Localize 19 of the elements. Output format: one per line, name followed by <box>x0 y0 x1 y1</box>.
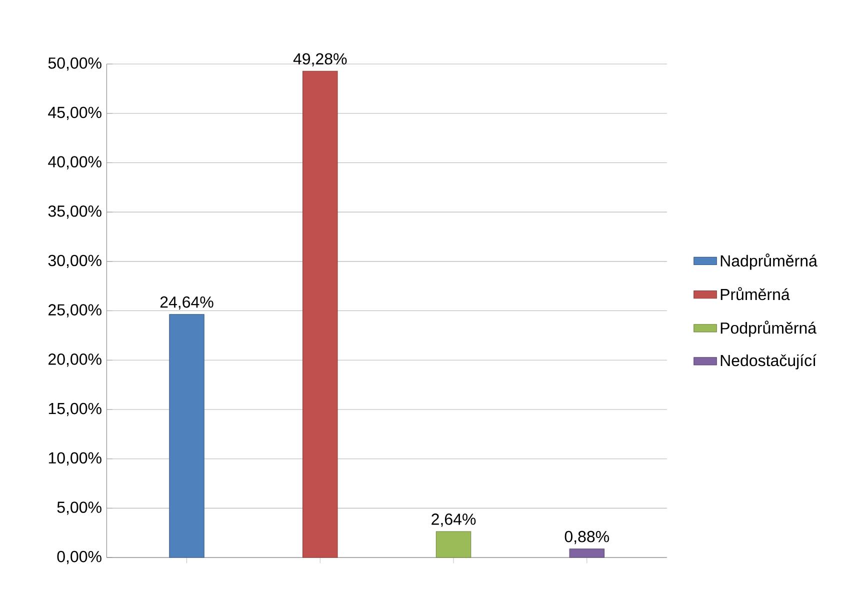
y-tick-label: 20,00% <box>48 354 102 367</box>
legend-label: Nadprůměrná <box>720 254 818 270</box>
y-tick-label: 45,00% <box>48 106 102 120</box>
y-tick-label: 35,00% <box>48 206 102 219</box>
legend-label: Podprůměrná <box>720 320 817 337</box>
data-label: 24,64% <box>160 296 214 310</box>
y-tick-label: 15,00% <box>48 402 102 416</box>
y-tick-label: 25,00% <box>48 304 102 318</box>
legend-label: Nedostačující <box>720 354 816 370</box>
data-label: 49,28% <box>293 53 347 66</box>
y-tick-label: 10,00% <box>48 452 102 466</box>
y-tick-label: 0,00% <box>57 550 102 564</box>
data-label: 0,88% <box>564 530 610 544</box>
y-tick-label: 30,00% <box>48 254 102 268</box>
legend-label: Průměrná <box>720 287 790 300</box>
y-tick-label: 50,00% <box>48 57 102 71</box>
y-tick-label: 5,00% <box>57 502 102 515</box>
y-tick-label: 40,00% <box>48 156 102 170</box>
data-label: 2,64% <box>432 514 476 527</box>
